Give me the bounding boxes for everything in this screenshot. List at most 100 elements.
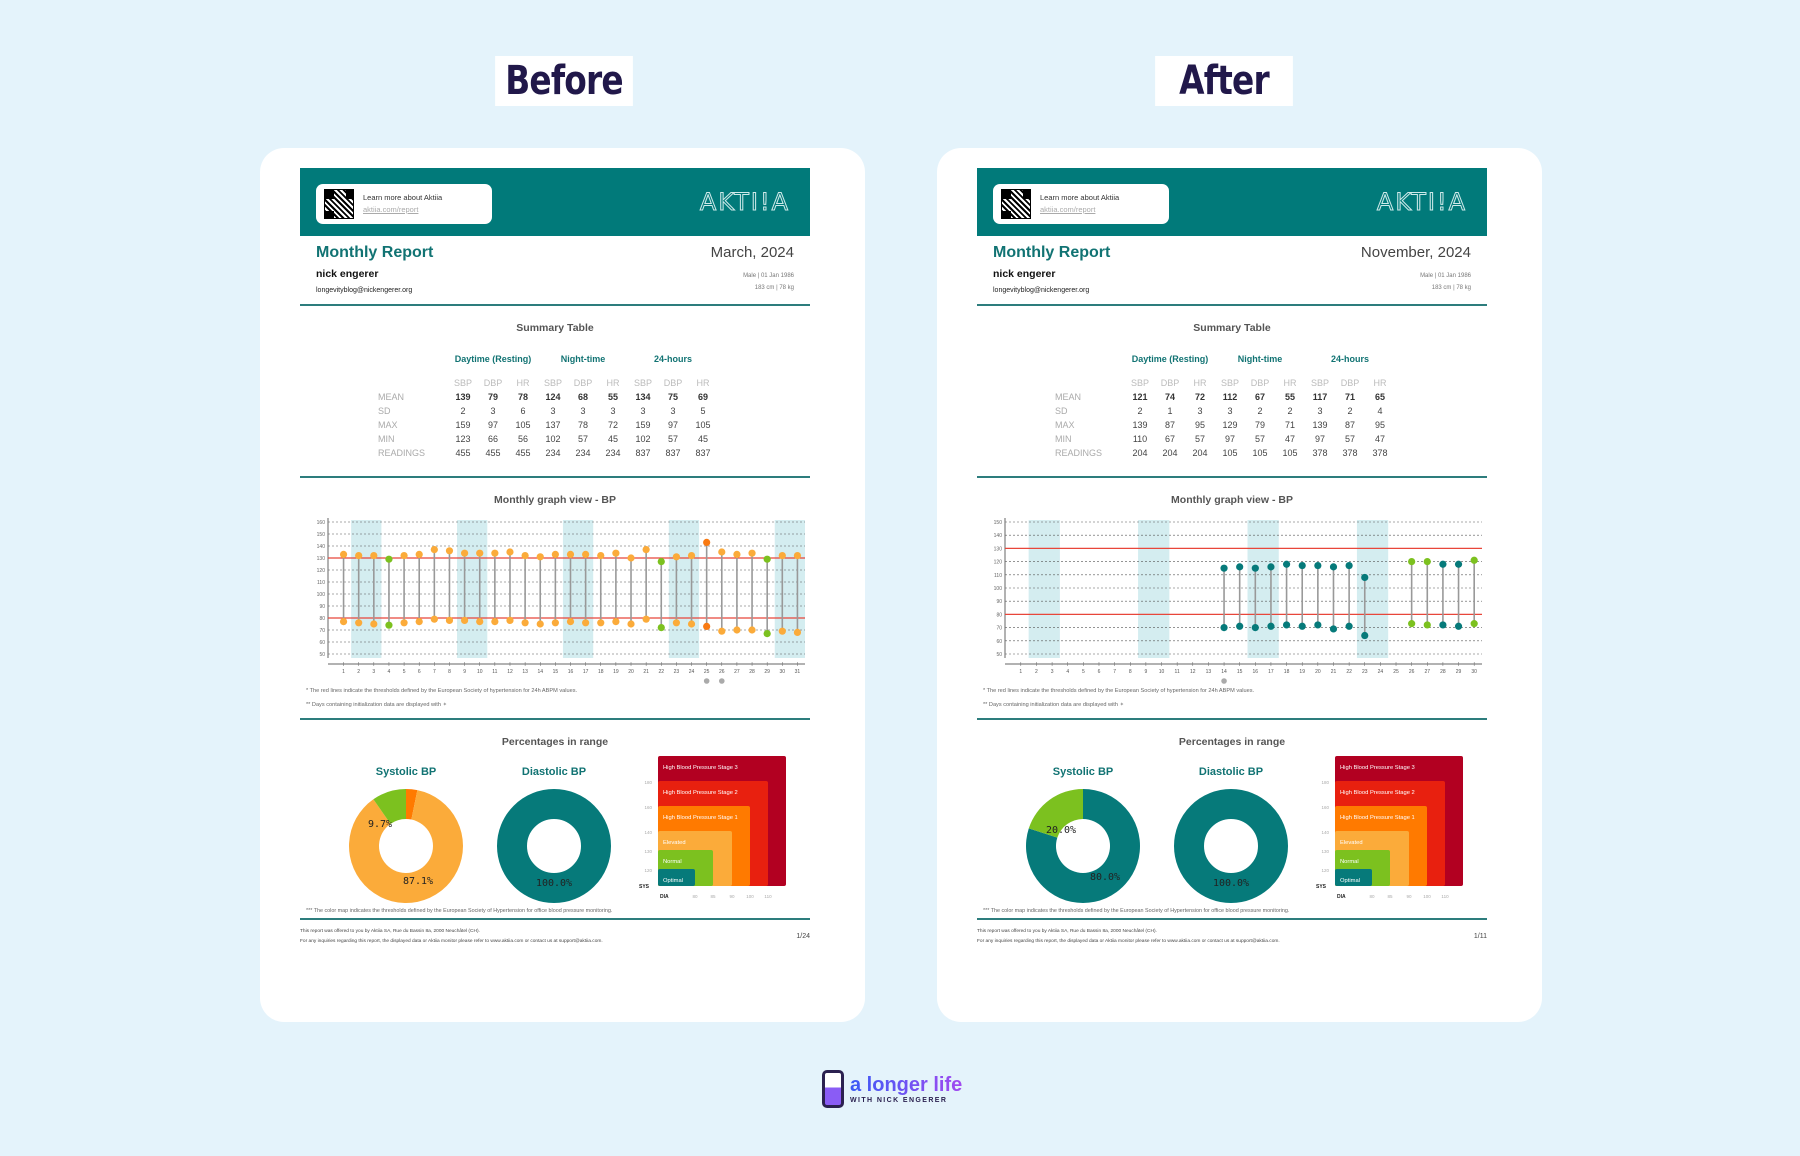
qr-code-icon (1001, 189, 1031, 219)
svg-text:160: 160 (1321, 805, 1329, 810)
table-row: MAX 159 97 105 137 78 72 159 97 105 (378, 420, 711, 430)
after-label: After (1155, 56, 1293, 106)
svg-text:3: 3 (1051, 669, 1054, 675)
colormap-note: *** The color map indicates the threshol… (306, 908, 613, 914)
footer-address: This report was offered to you by Aktiia… (977, 929, 1157, 934)
svg-text:20.0%: 20.0% (1046, 825, 1076, 836)
table-row: SD 2 3 6 3 3 3 3 3 5 (378, 406, 706, 416)
bp-chart: 50 60 70 80 90 100 110 120 130 140 150 160 1 2 3 4 5 6 7 8 9… (300, 514, 810, 684)
percent-title: Percentages in range (1178, 736, 1286, 748)
svg-text:18: 18 (1284, 669, 1290, 675)
svg-text:14: 14 (537, 669, 543, 675)
divider (300, 304, 810, 306)
svg-text:29: 29 (764, 669, 770, 675)
qr-text: Learn more about Aktiia (1040, 193, 1120, 202)
report-page: Learn more about Aktiia aktiia.com/repor… (300, 168, 810, 947)
qr-link[interactable]: aktiia.com/report (363, 205, 419, 214)
svg-text:180: 180 (1321, 780, 1329, 785)
svg-text:12: 12 (507, 669, 513, 675)
svg-text:120: 120 (644, 868, 652, 873)
svg-text:100: 100 (746, 894, 754, 899)
divider (977, 718, 1487, 720)
column-header: SBP (633, 378, 652, 388)
svg-text:16: 16 (1253, 669, 1259, 675)
svg-text:180: 180 (644, 780, 652, 785)
svg-text:High Blood Pressure Stage 1: High Blood Pressure Stage 1 (663, 815, 738, 821)
brand-subtitle: WITH NICK ENGERER (850, 1097, 948, 1104)
donut-title: Systolic BP (1052, 766, 1114, 778)
svg-text:120: 120 (994, 560, 1003, 566)
svg-text:Normal: Normal (1340, 859, 1359, 865)
init-note: ** Days containing initialization data a… (306, 702, 448, 708)
table-row: MEAN 139 79 78 124 68 55 134 75 69 (378, 392, 708, 402)
svg-text:22: 22 (658, 669, 664, 675)
footer-contact: For any inquiries regarding this report,… (977, 939, 1280, 944)
patient-name: nick engerer (316, 268, 379, 280)
page-number: 1/24 (796, 933, 810, 940)
svg-text:130: 130 (1321, 849, 1329, 854)
svg-text:High Blood Pressure Stage 2: High Blood Pressure Stage 2 (663, 790, 738, 796)
svg-text:High Blood Pressure Stage 3: High Blood Pressure Stage 3 (663, 765, 738, 771)
svg-text:18: 18 (598, 669, 604, 675)
svg-text:29: 29 (1456, 669, 1462, 675)
svg-text:23: 23 (1362, 669, 1368, 675)
svg-text:19: 19 (613, 669, 619, 675)
hourglass-icon (822, 1070, 844, 1108)
group-header: Daytime (Resting) (454, 354, 532, 364)
table-row: MIN 110 67 57 97 57 47 97 57 47 (1055, 434, 1385, 444)
donut-title: Systolic BP (375, 766, 437, 778)
svg-text:High Blood Pressure Stage 2: High Blood Pressure Stage 2 (1340, 790, 1415, 796)
pies-row: Systolic BP 20.0% 80.0% Diastolic BP 100.0% H… (977, 756, 1487, 906)
report-card-after: Learn more about Aktiia aktiia.com/repor… (937, 148, 1542, 1022)
svg-text:6: 6 (1098, 669, 1101, 675)
svg-text:100: 100 (317, 592, 326, 598)
svg-text:9.7%: 9.7% (368, 819, 392, 830)
svg-text:28: 28 (749, 669, 755, 675)
report-month: November, 2024 (1360, 244, 1471, 261)
svg-text:24: 24 (689, 669, 695, 675)
bp-chart: 50 60 70 80 90 100 110 120 130 140 150 1 2 3 4 5 6 7 8 9 10 1… (977, 514, 1487, 684)
svg-text:25: 25 (1393, 669, 1399, 675)
qr-link[interactable]: aktiia.com/report (1040, 205, 1096, 214)
column-header: DBP (573, 378, 593, 388)
svg-text:26: 26 (1409, 669, 1415, 675)
patient-measurements: 183 cm | 78 kg (1431, 285, 1471, 291)
svg-text:7: 7 (1113, 669, 1116, 675)
summary-table: Daytime (Resting) Night-time 24-hours SBP DB… (1055, 352, 1395, 460)
before-label: Before (495, 56, 633, 106)
summary-table: Daytime (Resting) Night-time 24-hours SBP DB… (378, 352, 718, 460)
svg-text:60: 60 (996, 639, 1002, 645)
table-row: MAX 139 87 95 129 79 71 139 87 95 (1055, 420, 1385, 430)
svg-text:50: 50 (996, 652, 1002, 658)
patient-email: longevityblog@nickengerer.org (316, 287, 413, 294)
svg-text:13: 13 (1206, 669, 1212, 675)
qr-link-box[interactable]: Learn more about Aktiia aktiia.com/repor… (993, 184, 1169, 224)
footer-contact: For any inquiries regarding this report,… (300, 939, 603, 944)
report-footer: This report was offered to you by Aktiia… (300, 920, 810, 947)
svg-text:Elevated: Elevated (1340, 840, 1363, 846)
svg-text:50: 50 (319, 652, 325, 658)
svg-text:90: 90 (729, 894, 735, 899)
column-header: SBP (543, 378, 562, 388)
svg-text:20: 20 (1315, 669, 1321, 675)
svg-text:100: 100 (1423, 894, 1431, 899)
svg-text:16: 16 (568, 669, 574, 675)
group-header: Daytime (Resting) (1131, 354, 1209, 364)
svg-text:120: 120 (317, 568, 326, 574)
svg-text:DIA: DIA (1337, 894, 1346, 900)
svg-text:150: 150 (994, 520, 1003, 526)
column-header: SBP (1310, 378, 1329, 388)
svg-text:2: 2 (357, 669, 360, 675)
table-row: SD 2 1 3 3 2 2 3 2 4 (1055, 406, 1383, 416)
svg-text:Normal: Normal (663, 859, 682, 865)
svg-text:110: 110 (994, 573, 1002, 579)
qr-link-box[interactable]: Learn more about Aktiia aktiia.com/repor… (316, 184, 492, 224)
svg-text:15: 15 (1237, 669, 1243, 675)
svg-text:22: 22 (1346, 669, 1352, 675)
svg-text:26: 26 (719, 669, 725, 675)
svg-text:23: 23 (674, 669, 680, 675)
table-row: READINGS 204 204 204 105 105 105 378 378 378 (1055, 448, 1388, 458)
svg-text:14: 14 (1221, 669, 1227, 675)
threshold-note: * The red lines indicate the thresholds … (306, 688, 578, 694)
svg-text:27: 27 (734, 669, 740, 675)
